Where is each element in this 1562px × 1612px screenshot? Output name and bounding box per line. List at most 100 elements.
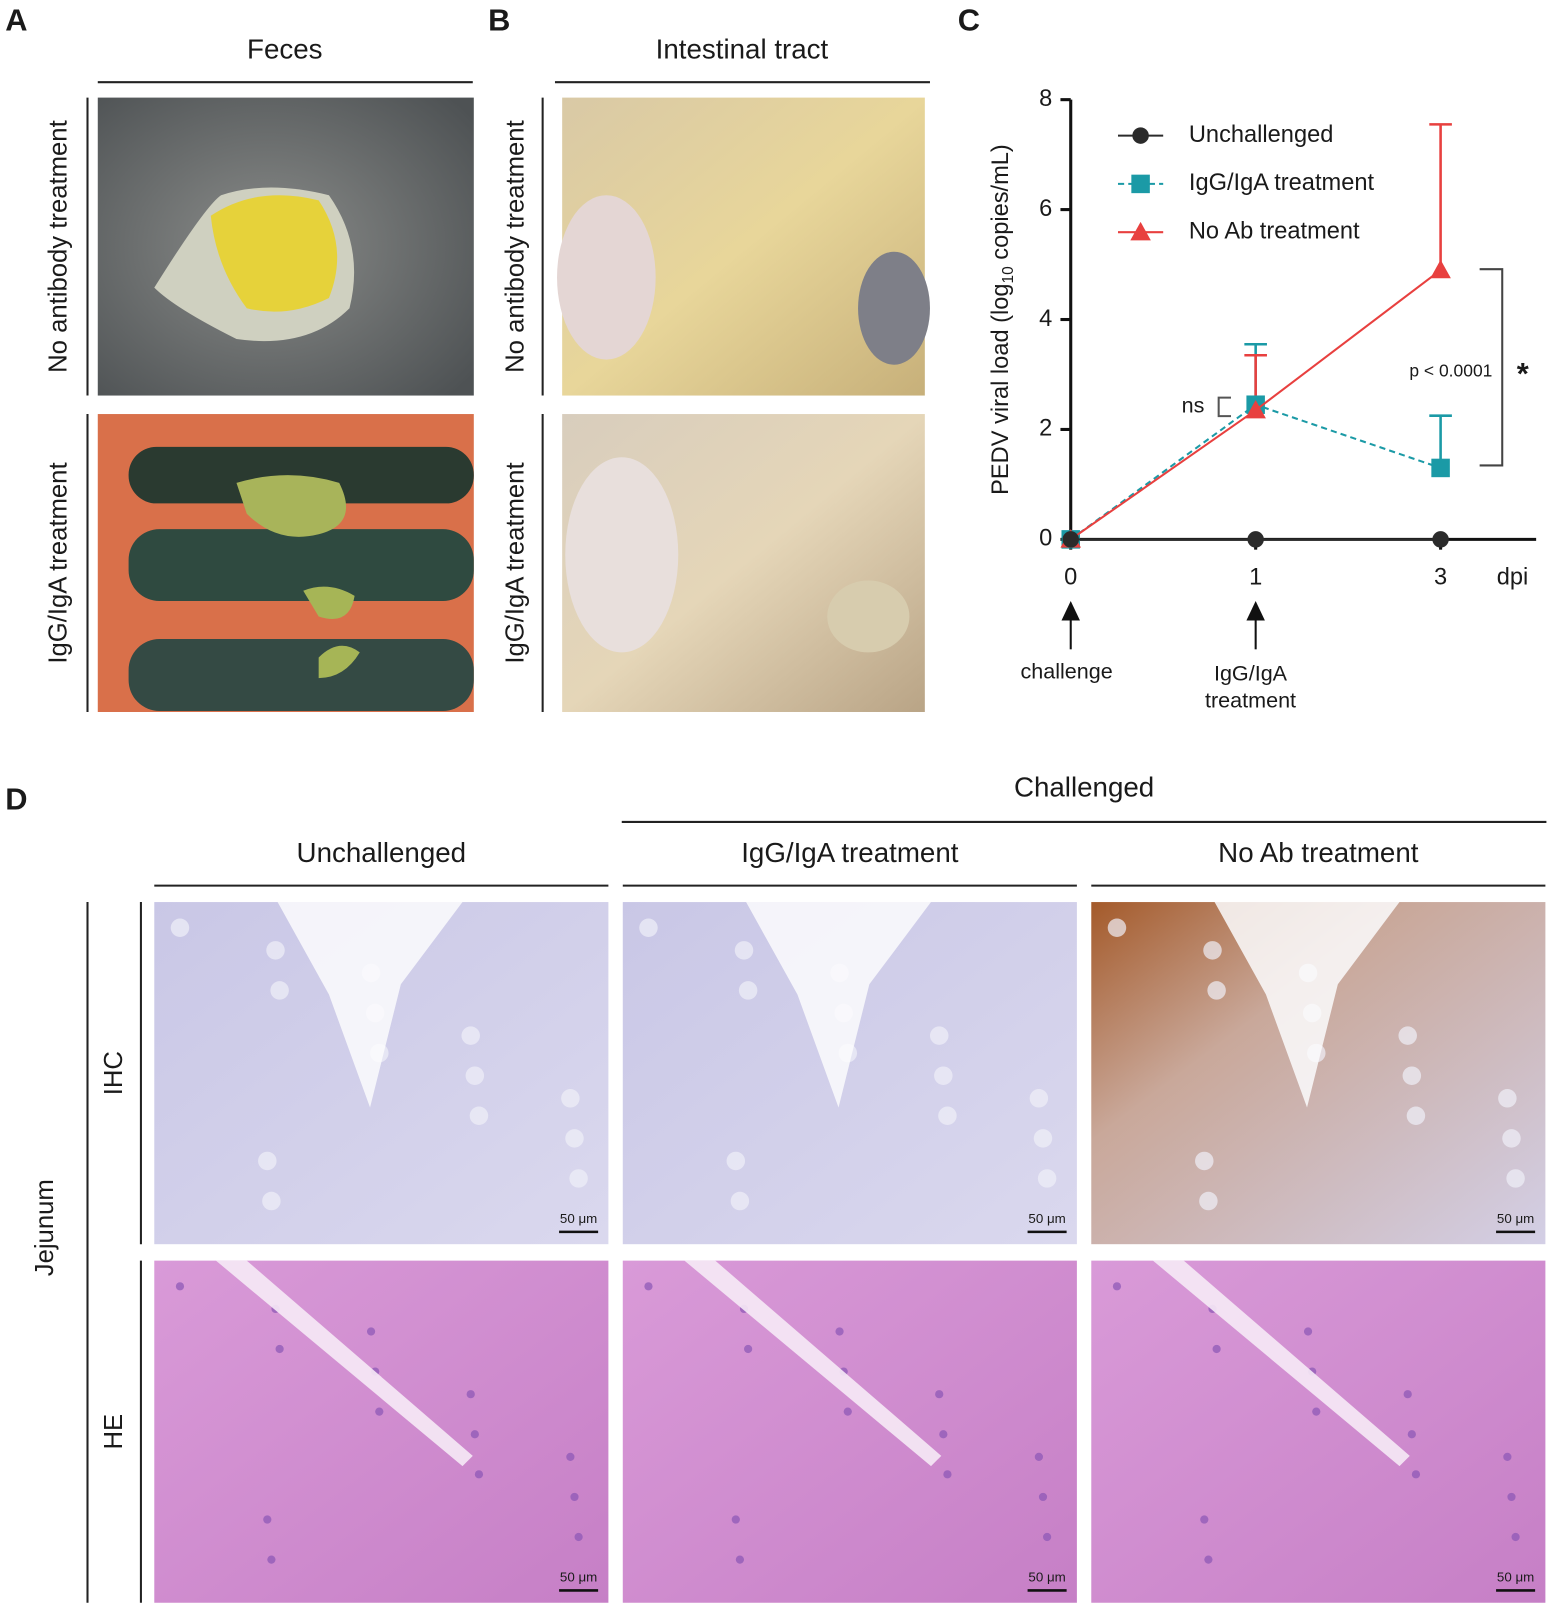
row-label: IgG/IgA treatment: [45, 462, 73, 663]
photo-detail: [128, 446, 474, 504]
micrograph-detail: [270, 981, 289, 1000]
series-line: [1070, 403, 1441, 541]
y-axis-label-part: 10: [1000, 266, 1017, 283]
y-axis-label-part: copies/mL): [988, 144, 1014, 266]
x-axis-label: dpi: [1497, 565, 1529, 591]
micrograph-detail: [569, 1169, 588, 1188]
micrograph-grid: Unchallenged IgG/IgA treatment No Ab treat…: [100, 837, 1546, 1603]
scale-bar-label: 50 μm: [560, 1211, 597, 1226]
micrograph-detail: [262, 1191, 281, 1211]
micrograph-detail: [466, 1390, 475, 1399]
legend-marker: [1131, 174, 1150, 194]
photo-detail: [128, 639, 474, 711]
micrograph-detail: [639, 918, 658, 937]
y-axis-label: PEDV viral load (log10 copies/mL): [988, 144, 1017, 495]
micrograph: [1091, 1260, 1546, 1603]
micrograph-detail: [465, 1066, 485, 1085]
group-title: Challenged: [1014, 771, 1154, 802]
annotation-treatment: IgG/IgA: [1214, 661, 1288, 686]
y-tick-label: 2: [1039, 416, 1052, 442]
row-label: IHC: [100, 1051, 128, 1095]
micrograph-detail: [1406, 1106, 1426, 1126]
micrograph: [622, 1260, 1077, 1603]
micrograph-detail: [263, 1515, 272, 1524]
micrograph-detail: [730, 1191, 750, 1211]
micrograph-detail: [731, 1515, 740, 1524]
tissue-label: Jejunum: [31, 1179, 59, 1276]
micrograph-detail: [1212, 1344, 1221, 1354]
micrograph-detail: [1502, 1129, 1521, 1148]
micrograph-detail: [746, 902, 932, 1108]
micrograph-detail: [277, 902, 463, 1108]
panel-label: B: [488, 3, 510, 38]
photo-detail: [128, 529, 474, 602]
photo-detail: [827, 580, 910, 653]
scale-bar-label: 50 μm: [1497, 1570, 1534, 1585]
y-tick-label: 4: [1039, 306, 1052, 332]
micrograph-detail: [644, 1282, 653, 1291]
micrograph-detail: [1112, 1282, 1122, 1291]
micrograph-detail: [1312, 1407, 1321, 1416]
micrograph-detail: [570, 1492, 579, 1502]
micrograph-detail: [1411, 1470, 1421, 1479]
micrograph-detail: [1507, 1492, 1516, 1502]
row-label: IgG/IgA treatment: [502, 462, 530, 663]
micrograph-detail: [939, 1430, 948, 1439]
photo-detail: [303, 586, 360, 679]
annotation-p: p < 0.0001: [1409, 361, 1492, 381]
micrograph-detail: [461, 1026, 480, 1045]
panel-label: A: [5, 3, 27, 38]
micrograph-detail: [366, 1327, 376, 1336]
photo-detail: [210, 195, 338, 312]
legend-label: No Ab treatment: [1189, 218, 1360, 244]
micrograph-detail: [726, 1151, 746, 1171]
micrograph-detail: [175, 1282, 185, 1291]
micrograph-detail: [566, 1452, 575, 1461]
micrograph-detail: [258, 1151, 277, 1171]
legend-marker: [1130, 221, 1151, 241]
micrograph-detail: [565, 1129, 584, 1148]
micrograph-detail: [1402, 1066, 1422, 1085]
legend-label: IgG/IgA treatment: [1189, 170, 1375, 196]
micrograph-detail: [561, 1089, 580, 1108]
chart: 0 2 4 6 8 0 1 3 dpi PEDV viral load (log10 copies…: [988, 86, 1537, 712]
annotation-ns: ns: [1182, 393, 1205, 418]
micrograph-detail: [375, 1407, 384, 1416]
micrograph-detail: [1107, 918, 1127, 937]
row-label: No antibody treatment: [45, 120, 73, 373]
data-point: [1247, 531, 1264, 548]
micrograph-detail: [843, 1407, 852, 1416]
arrow-head: [1061, 601, 1080, 621]
micrograph-detail: [1303, 1327, 1313, 1336]
bracket: [1217, 396, 1232, 418]
micrograph-detail: [266, 941, 285, 960]
panel-label: D: [5, 782, 27, 817]
column-title: No Ab treatment: [1218, 837, 1419, 868]
scale-bar-label: 50 μm: [560, 1570, 597, 1585]
micrograph-detail: [1204, 1555, 1213, 1564]
bracket: [1479, 268, 1504, 467]
micrograph-detail: [1403, 1390, 1412, 1399]
column-title: IgG/IgA treatment: [741, 837, 959, 868]
micrograph-detail: [1207, 981, 1226, 1000]
micrograph-detail: [1152, 1260, 1410, 1467]
micrograph-detail: [470, 1430, 479, 1439]
micrograph-detail: [1398, 1026, 1417, 1045]
x-tick-label: 3: [1434, 565, 1447, 591]
y-tick-label: 0: [1039, 526, 1052, 552]
micrograph-detail: [1498, 1089, 1517, 1108]
micrograph-detail: [474, 1470, 484, 1479]
micrograph-detail: [835, 1327, 844, 1336]
micrograph-detail: [738, 981, 758, 1000]
photo-detail: [557, 195, 656, 360]
micrograph-detail: [1034, 1452, 1043, 1461]
micrograph-detail: [170, 918, 190, 937]
arrow-head: [1246, 601, 1265, 621]
micrograph-detail: [734, 941, 754, 960]
data-point: [1245, 399, 1266, 419]
micrograph-detail: [943, 1470, 952, 1479]
micrograph-detail: [935, 1390, 944, 1399]
panel-label: C: [958, 3, 980, 38]
micrograph-detail: [469, 1106, 489, 1126]
micrograph-detail: [929, 1026, 949, 1045]
